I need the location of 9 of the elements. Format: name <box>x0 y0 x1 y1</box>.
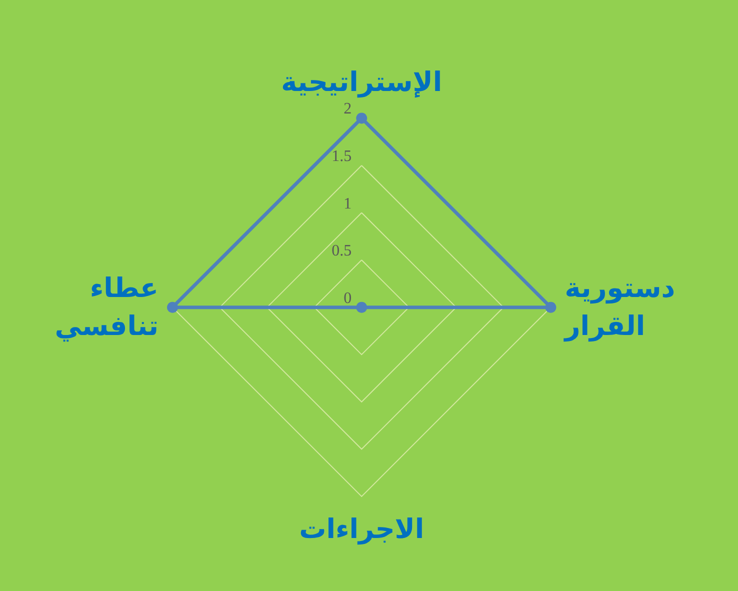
y-tick-label: 1.5 <box>332 148 352 165</box>
spoke-label: الإستراتيجية <box>281 66 442 98</box>
spoke-label: الاجراءات <box>299 514 424 545</box>
y-tick-label: 0 <box>344 290 352 307</box>
spoke-label: دستورية القرار <box>562 272 676 342</box>
spoke-label: عطاء تنافسي <box>54 272 158 342</box>
y-tick-label: 2 <box>344 100 352 118</box>
y-tick-label: 1 <box>344 195 352 212</box>
y-tick-label: 0.5 <box>332 242 352 260</box>
